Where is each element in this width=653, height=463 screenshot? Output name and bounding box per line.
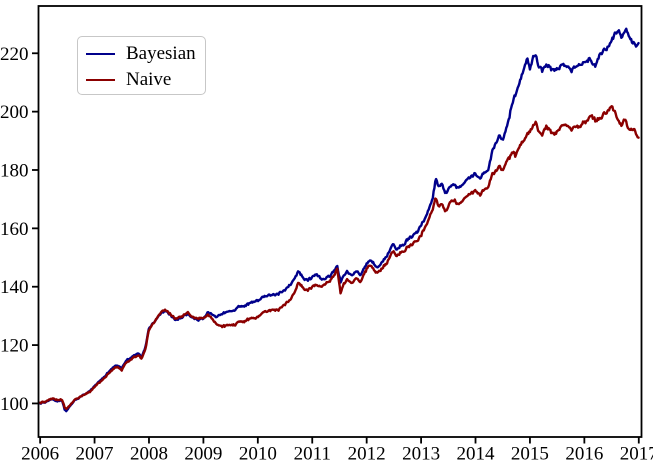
x-tick-label: 2017 — [620, 444, 653, 463]
x-tick-label: 2013 — [402, 444, 440, 463]
x-tick-label: 2006 — [21, 444, 59, 463]
y-tick-label: 220 — [0, 44, 29, 65]
x-tick-label: 2014 — [457, 444, 496, 463]
y-tick-label: 160 — [0, 219, 29, 240]
x-tick-label: 2007 — [76, 444, 114, 463]
plot-frame — [37, 5, 643, 438]
legend-entry-naive: Naive — [78, 69, 205, 91]
x-tick-label: 2011 — [294, 444, 331, 463]
x-tick-label: 2009 — [184, 444, 222, 463]
naive-line-swatch — [86, 79, 115, 81]
y-tick-label: 100 — [0, 394, 29, 415]
legend-label-bayesian: Bayesian — [126, 43, 196, 64]
x-tick-label: 2008 — [130, 444, 168, 463]
naive-series-line — [38, 105, 640, 411]
y-tick-label: 180 — [0, 160, 29, 181]
x-tick-label: 2012 — [348, 444, 386, 463]
y-tick-label: 140 — [0, 277, 29, 298]
y-tick-label: 200 — [0, 102, 29, 123]
legend: Bayesian Naive — [77, 36, 206, 95]
y-tick-label: 120 — [0, 336, 29, 357]
legend-entry-bayesian: Bayesian — [78, 43, 205, 65]
x-tick-label: 2016 — [565, 444, 603, 463]
legend-label-naive: Naive — [126, 69, 172, 90]
bayesian-line-swatch — [86, 53, 115, 55]
x-tick-label: 2015 — [511, 444, 549, 463]
x-tick-label: 2010 — [239, 444, 277, 463]
